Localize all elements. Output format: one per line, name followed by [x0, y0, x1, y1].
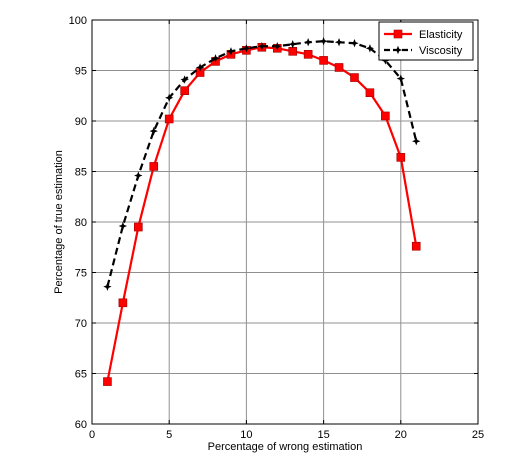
legend-label: Viscosity [419, 45, 463, 57]
data-point [211, 54, 220, 63]
series-viscosity [103, 37, 421, 291]
grid [92, 20, 478, 424]
legend-label: Elasticity [419, 29, 463, 41]
legend: Elasticity Viscosity [378, 21, 474, 61]
series-line [106, 46, 418, 382]
axis-ticks: 0 5 10 15 20 25 60 65 70 75 80 85 90 95 100 [69, 15, 484, 441]
legend-marker [393, 29, 403, 39]
data-point [411, 241, 421, 251]
y-tick-label: 75 [75, 268, 87, 280]
data-point [180, 75, 189, 84]
data-point [288, 47, 298, 56]
y-tick-label: 60 [75, 419, 87, 431]
legend-marker [393, 45, 403, 55]
y-tick-label: 90 [75, 116, 87, 128]
y-tick-label: 70 [75, 318, 87, 330]
y-tick-label: 80 [75, 217, 87, 229]
data-point [334, 63, 344, 72]
data-point [319, 56, 328, 65]
x-tick-label: 25 [472, 429, 484, 441]
y-tick-label: 100 [69, 15, 87, 27]
series-elasticity [103, 42, 421, 386]
data-point [350, 39, 359, 48]
data-point [242, 44, 251, 53]
legend-entry: Elasticity [384, 29, 463, 41]
data-point [165, 93, 174, 102]
data-point [319, 37, 328, 46]
data-point [103, 282, 112, 291]
data-point [412, 137, 421, 146]
x-tick-label: 10 [240, 429, 252, 441]
y-tick-label: 65 [75, 369, 87, 381]
data-point [396, 74, 405, 83]
x-tick-label: 5 [166, 429, 172, 441]
data-point [164, 114, 174, 124]
legend-entry: Viscosity [384, 45, 463, 57]
data-point [365, 88, 375, 98]
data-point [134, 171, 143, 180]
data-point [273, 42, 282, 51]
x-tick-label: 0 [89, 429, 95, 441]
data-point [365, 44, 375, 53]
data-point [180, 86, 189, 95]
x-axis-label: Percentage of wrong estimation [208, 441, 363, 453]
x-tick-label: 15 [317, 429, 329, 441]
data-point [381, 111, 390, 121]
x-tick-label: 20 [395, 429, 407, 441]
data-point [103, 377, 112, 386]
series-lines [103, 37, 421, 386]
data-point [396, 153, 406, 162]
data-point [118, 221, 128, 231]
data-point [257, 42, 267, 51]
data-point [195, 63, 205, 72]
legend-box [378, 21, 474, 61]
y-axis-label: Percentage of true estimation [53, 150, 65, 294]
data-point [118, 298, 128, 308]
data-point [350, 73, 359, 82]
data-point [226, 47, 236, 56]
y-tick-label: 85 [75, 167, 87, 179]
data-point [288, 40, 297, 49]
data-point [149, 126, 158, 136]
data-point [134, 222, 143, 232]
data-point [334, 38, 344, 47]
y-tick-label: 95 [75, 66, 87, 78]
data-point [303, 38, 313, 47]
data-point [303, 50, 313, 59]
plot-frame [91, 19, 479, 425]
data-point [149, 162, 159, 171]
